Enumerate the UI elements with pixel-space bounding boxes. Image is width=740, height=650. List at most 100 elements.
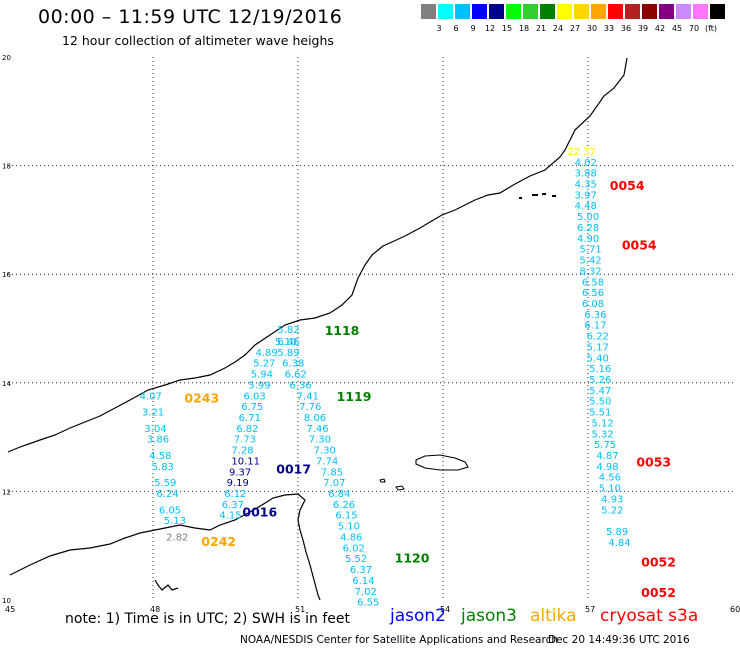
- color-scale-tick: 45: [671, 24, 683, 33]
- lat-tick-label: 18: [2, 163, 11, 171]
- color-swatch: [659, 4, 674, 19]
- coastline-somalia: [9, 493, 321, 601]
- wave-height-value: 7.73: [234, 435, 256, 446]
- island-socotra: [415, 454, 469, 471]
- wave-height-value: 6.55: [357, 598, 379, 609]
- pass-time-label: 0052: [641, 554, 676, 569]
- color-swatch: [523, 4, 538, 19]
- wave-height-value: 5.16: [589, 364, 611, 375]
- wave-height-value: 6.46: [277, 337, 299, 348]
- wave-height-value: 9.37: [229, 467, 251, 478]
- color-swatch: [438, 4, 453, 19]
- wave-height-value: 6.58: [582, 277, 604, 288]
- color-scale-tick: 39: [637, 24, 649, 33]
- color-swatch: [455, 4, 470, 19]
- color-swatch: [472, 4, 487, 19]
- lon-tick-label: 51: [295, 605, 305, 614]
- wave-height-value: 6.12: [224, 489, 246, 500]
- land-speck: [154, 579, 179, 591]
- color-scale-tick: 3: [436, 24, 442, 33]
- wave-height-value: 5.22: [601, 505, 623, 516]
- wave-height-value: 5.10: [599, 484, 621, 495]
- wave-height-value: 5.82: [277, 325, 299, 336]
- wave-height-value: 2.82: [166, 532, 188, 543]
- wave-height-value: 5.17: [587, 342, 609, 353]
- wave-height-value: 5.27: [253, 359, 275, 370]
- wave-height-value: 6.02: [343, 543, 365, 554]
- wave-height-value: 6.71: [239, 413, 261, 424]
- wave-height-value: 6.62: [285, 370, 307, 381]
- wave-height-value: 5.83: [152, 462, 174, 473]
- wave-height-value: 5.50: [589, 397, 611, 408]
- wave-height-value: 6.36: [584, 310, 606, 321]
- legend-altika: altika: [530, 606, 577, 626]
- island-small: [395, 485, 405, 491]
- island-kuria-muria: [519, 193, 556, 199]
- footer-date: Dec 20 14:49:36 UTC 2016: [548, 634, 690, 646]
- color-scale-tick: 33: [603, 24, 615, 33]
- wave-height-value: 6.28: [577, 223, 599, 234]
- color-swatch: [557, 4, 572, 19]
- wave-height-value: 8.06: [304, 413, 326, 424]
- color-swatch: [642, 4, 657, 19]
- legend-cryosat: cryosat s3a: [600, 606, 699, 626]
- coastline-arabia: [7, 57, 628, 453]
- legend-jason3: jason3: [461, 606, 517, 626]
- wave-height-value: 6.56: [582, 288, 604, 299]
- wave-height-value: 7.28: [231, 446, 253, 457]
- wave-height-value: 5.51: [589, 408, 611, 419]
- map-subtitle: 12 hour collection of altimeter wave hei…: [62, 33, 334, 48]
- wave-height-value: 5.59: [154, 478, 176, 489]
- pass-time-label: 0016: [242, 504, 277, 519]
- wave-height-value: 4.90: [577, 234, 599, 245]
- pass-time-label: 0053: [636, 455, 671, 470]
- pass-time-label: 0054: [622, 237, 657, 252]
- lon-tick-label: 54: [440, 605, 450, 614]
- color-swatch: [574, 4, 589, 19]
- color-swatch: [693, 4, 708, 19]
- wave-height-value: 5.26: [589, 375, 611, 386]
- color-scale-tick: 9: [470, 24, 476, 33]
- pass-time-label: 1119: [337, 389, 372, 404]
- lat-tick-label: 14: [2, 380, 11, 388]
- wave-height-value: 7.41: [297, 391, 319, 402]
- wave-height-value: 6.36: [289, 380, 311, 391]
- wave-height-value: 5.32: [592, 429, 614, 440]
- pass-time-label: 0052: [641, 585, 676, 600]
- lat-tick-label: 16: [2, 271, 11, 279]
- wave-height-value: 6.26: [333, 500, 355, 511]
- lon-tick-label: 57: [585, 605, 595, 614]
- color-scale-tick: 70: [688, 24, 700, 33]
- wave-height-value: 6.08: [582, 299, 604, 310]
- wave-height-value: 10.11: [231, 456, 260, 467]
- lat-tick-label: 20: [2, 54, 11, 62]
- pass-time-label: 0243: [184, 390, 219, 405]
- wave-height-value: 5.52: [345, 554, 367, 565]
- map-title: 00:00 – 11:59 UTC 12/19/2016: [38, 6, 343, 28]
- wave-height-value: 6.75: [241, 402, 263, 413]
- wave-height-value: 5.10: [275, 337, 297, 348]
- wave-height-value: 5.10: [338, 522, 360, 533]
- wave-height-value: 5.71: [579, 245, 601, 256]
- wave-height-value: 6.17: [584, 321, 606, 332]
- wave-height-value: 4.58: [149, 451, 171, 462]
- pass-time-label: 0017: [276, 462, 311, 477]
- wave-height-value: 4.84: [608, 538, 630, 549]
- wave-height-value: 4.56: [599, 473, 621, 484]
- wave-height-value: 5.42: [579, 256, 601, 267]
- wave-height-value: 6.37: [350, 565, 372, 576]
- wave-height-value: 3.86: [147, 435, 169, 446]
- wave-height-value: 6.05: [159, 505, 181, 516]
- wave-height-value: 5.94: [251, 370, 273, 381]
- wave-height-value: 6.24: [157, 489, 179, 500]
- pass-time-label: 0242: [201, 534, 236, 549]
- wave-height-value: 6.82: [236, 424, 258, 435]
- color-swatch: [506, 4, 521, 19]
- wave-height-value: 4.07: [140, 391, 162, 402]
- color-swatch: [421, 4, 436, 19]
- color-scale-tick: 30: [586, 24, 598, 33]
- footer-credit: NOAA/NESDIS Center for Satellite Applica…: [240, 634, 558, 646]
- lon-tick-label: 60: [730, 605, 740, 614]
- wave-height-value: 4.35: [575, 180, 597, 191]
- color-scale-tick: 12: [484, 24, 496, 33]
